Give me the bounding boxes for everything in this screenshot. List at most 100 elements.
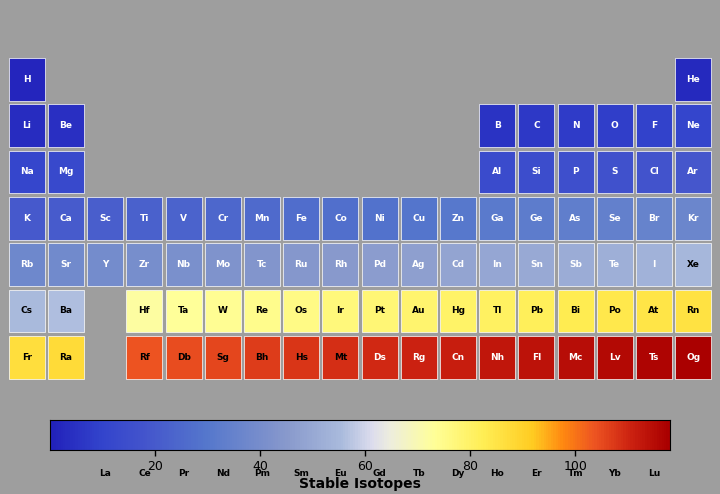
FancyBboxPatch shape — [9, 197, 45, 240]
FancyBboxPatch shape — [361, 244, 397, 286]
Text: Lu: Lu — [648, 468, 660, 478]
FancyBboxPatch shape — [244, 336, 280, 378]
FancyBboxPatch shape — [48, 197, 84, 240]
FancyBboxPatch shape — [480, 336, 516, 378]
Text: Ce: Ce — [138, 468, 150, 478]
FancyBboxPatch shape — [48, 336, 84, 378]
FancyBboxPatch shape — [480, 244, 516, 286]
Text: Tm: Tm — [568, 468, 583, 478]
Text: Zn: Zn — [451, 214, 464, 223]
FancyBboxPatch shape — [557, 452, 593, 494]
FancyBboxPatch shape — [597, 197, 633, 240]
Text: Sc: Sc — [99, 214, 111, 223]
FancyBboxPatch shape — [87, 197, 123, 240]
FancyBboxPatch shape — [166, 289, 202, 332]
FancyBboxPatch shape — [361, 197, 397, 240]
FancyBboxPatch shape — [166, 336, 202, 378]
Text: Sn: Sn — [530, 260, 543, 269]
Text: H: H — [23, 75, 31, 84]
Text: At: At — [648, 306, 660, 315]
Text: Ir: Ir — [336, 306, 344, 315]
FancyBboxPatch shape — [48, 244, 84, 286]
Text: Be: Be — [60, 121, 73, 130]
FancyBboxPatch shape — [166, 197, 202, 240]
FancyBboxPatch shape — [48, 289, 84, 332]
FancyBboxPatch shape — [283, 452, 319, 494]
FancyBboxPatch shape — [361, 289, 397, 332]
FancyBboxPatch shape — [323, 289, 359, 332]
FancyBboxPatch shape — [675, 197, 711, 240]
Text: La: La — [99, 468, 111, 478]
FancyBboxPatch shape — [518, 452, 554, 494]
Text: Rb: Rb — [20, 260, 33, 269]
Text: Rg: Rg — [412, 353, 426, 362]
Text: Pr: Pr — [178, 468, 189, 478]
FancyBboxPatch shape — [518, 244, 554, 286]
FancyBboxPatch shape — [557, 244, 593, 286]
Text: N: N — [572, 121, 580, 130]
FancyBboxPatch shape — [87, 244, 123, 286]
Text: Sr: Sr — [60, 260, 71, 269]
Text: Au: Au — [412, 306, 426, 315]
FancyBboxPatch shape — [518, 289, 554, 332]
FancyBboxPatch shape — [283, 197, 319, 240]
FancyBboxPatch shape — [204, 197, 240, 240]
Text: Tc: Tc — [257, 260, 267, 269]
Text: Eu: Eu — [334, 468, 347, 478]
FancyBboxPatch shape — [480, 104, 516, 147]
FancyBboxPatch shape — [597, 244, 633, 286]
FancyBboxPatch shape — [244, 452, 280, 494]
Text: Ra: Ra — [60, 353, 73, 362]
FancyBboxPatch shape — [518, 104, 554, 147]
FancyBboxPatch shape — [557, 336, 593, 378]
Text: Mc: Mc — [568, 353, 582, 362]
Text: Si: Si — [531, 167, 541, 176]
FancyBboxPatch shape — [597, 452, 633, 494]
FancyBboxPatch shape — [323, 244, 359, 286]
Text: W: W — [218, 306, 228, 315]
FancyBboxPatch shape — [557, 104, 593, 147]
FancyBboxPatch shape — [204, 244, 240, 286]
Text: Nd: Nd — [216, 468, 230, 478]
Text: Mg: Mg — [58, 167, 73, 176]
FancyBboxPatch shape — [440, 244, 476, 286]
FancyBboxPatch shape — [204, 336, 240, 378]
Text: Sb: Sb — [570, 260, 582, 269]
Text: Yb: Yb — [608, 468, 621, 478]
Text: Kr: Kr — [688, 214, 699, 223]
FancyBboxPatch shape — [557, 197, 593, 240]
Text: Tl: Tl — [492, 306, 502, 315]
Text: O: O — [611, 121, 618, 130]
Text: Ni: Ni — [374, 214, 385, 223]
FancyBboxPatch shape — [557, 151, 593, 193]
Text: Rn: Rn — [686, 306, 700, 315]
FancyBboxPatch shape — [440, 336, 476, 378]
FancyBboxPatch shape — [636, 289, 672, 332]
FancyBboxPatch shape — [283, 244, 319, 286]
Text: Ar: Ar — [688, 167, 699, 176]
Text: C: C — [533, 121, 540, 130]
Text: F: F — [651, 121, 657, 130]
Text: Sm: Sm — [293, 468, 309, 478]
Text: Ho: Ho — [490, 468, 504, 478]
FancyBboxPatch shape — [48, 151, 84, 193]
Text: Ti: Ti — [140, 214, 149, 223]
FancyBboxPatch shape — [127, 197, 163, 240]
FancyBboxPatch shape — [518, 197, 554, 240]
Text: Gd: Gd — [373, 468, 387, 478]
FancyBboxPatch shape — [597, 289, 633, 332]
FancyBboxPatch shape — [9, 151, 45, 193]
Text: Sg: Sg — [217, 353, 229, 362]
Text: Zr: Zr — [139, 260, 150, 269]
FancyBboxPatch shape — [87, 452, 123, 494]
FancyBboxPatch shape — [675, 58, 711, 101]
Text: Mo: Mo — [215, 260, 230, 269]
FancyBboxPatch shape — [166, 452, 202, 494]
Text: Er: Er — [531, 468, 541, 478]
Text: Ba: Ba — [60, 306, 73, 315]
Text: I: I — [652, 260, 656, 269]
Text: Nh: Nh — [490, 353, 504, 362]
Text: Na: Na — [20, 167, 34, 176]
FancyBboxPatch shape — [440, 197, 476, 240]
Text: Ru: Ru — [294, 260, 308, 269]
